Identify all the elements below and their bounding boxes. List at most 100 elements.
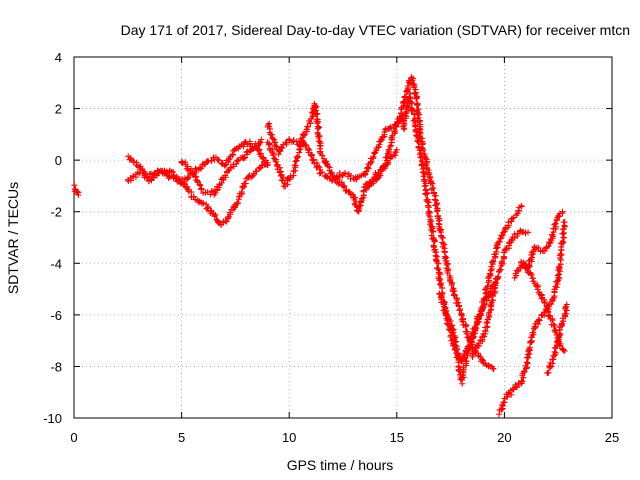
data-point-marker: [501, 254, 508, 261]
data-point-marker: [280, 174, 287, 181]
data-point-marker: [316, 124, 323, 131]
data-point-marker: [184, 175, 191, 182]
data-point-marker: [549, 232, 556, 239]
data-point-marker: [549, 317, 556, 324]
data-point-marker: [416, 118, 423, 125]
data-point-marker: [74, 188, 81, 195]
data-point-marker: [497, 266, 504, 273]
data-point-marker: [561, 347, 568, 354]
chart-title: Day 171 of 2017, Sidereal Day-to-day VTE…: [121, 22, 630, 38]
data-point-marker: [303, 126, 310, 133]
data-point-marker: [557, 340, 564, 347]
data-point-marker: [488, 301, 495, 308]
data-point-marker: [415, 135, 422, 142]
data-point-marker: [489, 365, 496, 372]
data-point-marker: [551, 348, 558, 355]
data-point-marker: [448, 282, 455, 289]
data-point-marker: [319, 152, 326, 159]
data-point-marker: [538, 295, 545, 302]
data-point-marker: [424, 198, 431, 205]
y-tick-label: -10: [43, 411, 62, 426]
data-point-marker: [139, 167, 146, 174]
data-point-marker: [187, 165, 194, 172]
series-arc-9: [436, 202, 525, 387]
data-point-marker: [463, 330, 470, 337]
data-point-marker: [513, 384, 520, 391]
data-point-marker: [204, 205, 211, 212]
data-point-marker: [131, 159, 138, 166]
data-point-marker: [421, 183, 428, 190]
data-point-marker: [560, 347, 567, 354]
series-arc-4: [178, 136, 265, 198]
data-point-marker: [270, 152, 277, 159]
x-tick-label: 0: [70, 430, 77, 445]
data-point-marker: [316, 164, 323, 171]
data-point-marker: [531, 323, 538, 330]
data-point-marker: [292, 158, 299, 165]
data-point-marker: [536, 317, 543, 324]
data-point-marker: [381, 163, 388, 170]
data-point-marker: [208, 207, 215, 214]
y-tick-label: -8: [50, 359, 62, 374]
data-point-marker: [471, 348, 478, 355]
data-point-marker: [444, 260, 451, 267]
data-point-marker: [559, 208, 566, 215]
data-point-marker: [449, 288, 456, 295]
data-point-marker: [170, 168, 177, 175]
y-tick-label: -6: [50, 308, 62, 323]
data-point-marker: [519, 378, 526, 385]
data-point-marker: [525, 229, 532, 236]
y-axis-label: SDTVAR / TECUs: [5, 182, 21, 294]
data-point-marker: [484, 316, 491, 323]
data-point-marker: [275, 151, 282, 158]
series-arc-5: [264, 100, 400, 215]
y-tick-label: 0: [55, 153, 62, 168]
data-point-marker: [437, 276, 444, 283]
data-point-marker: [422, 180, 429, 187]
data-point-marker: [133, 159, 140, 166]
data-point-marker: [487, 270, 494, 277]
data-point-marker: [306, 146, 313, 153]
series-arc-11: [496, 219, 568, 418]
data-point-marker: [367, 159, 374, 166]
data-point-marker: [534, 286, 541, 293]
data-point-marker: [487, 288, 494, 295]
data-point-marker: [278, 177, 285, 184]
data-point-marker: [307, 120, 314, 127]
data-point-marker: [403, 87, 410, 94]
data-point-marker: [410, 75, 417, 82]
data-point-marker: [143, 173, 150, 180]
data-point-marker: [304, 124, 311, 131]
data-point-marker: [492, 280, 499, 287]
data-point-marker: [342, 169, 349, 176]
data-point-marker: [430, 185, 437, 192]
data-point-marker: [179, 176, 186, 182]
series-arc-14: [544, 301, 570, 376]
data-point-marker: [499, 401, 506, 408]
series-arc-6: [264, 110, 409, 190]
data-point-marker: [529, 329, 536, 336]
x-tick-label: 20: [497, 430, 511, 445]
data-point-marker: [216, 157, 223, 164]
data-point-marker: [515, 268, 522, 275]
data-point-marker: [479, 357, 486, 364]
data-point-marker: [205, 203, 212, 210]
data-point-marker: [553, 284, 560, 291]
data-point-marker: [229, 152, 236, 159]
data-point-marker: [393, 146, 400, 153]
data-point-marker: [411, 110, 418, 117]
data-point-marker: [459, 318, 466, 325]
data-point-marker: [524, 360, 531, 367]
data-point-marker: [535, 316, 542, 323]
data-point-marker: [227, 211, 234, 218]
data-point-marker: [411, 90, 418, 97]
data-point-marker: [529, 254, 536, 261]
data-point-marker: [518, 203, 525, 210]
data-point-marker: [436, 281, 443, 288]
data-point-marker: [211, 213, 218, 220]
data-point-marker: [181, 181, 188, 188]
data-point-marker: [260, 154, 267, 161]
series-arc-3: [125, 153, 271, 228]
